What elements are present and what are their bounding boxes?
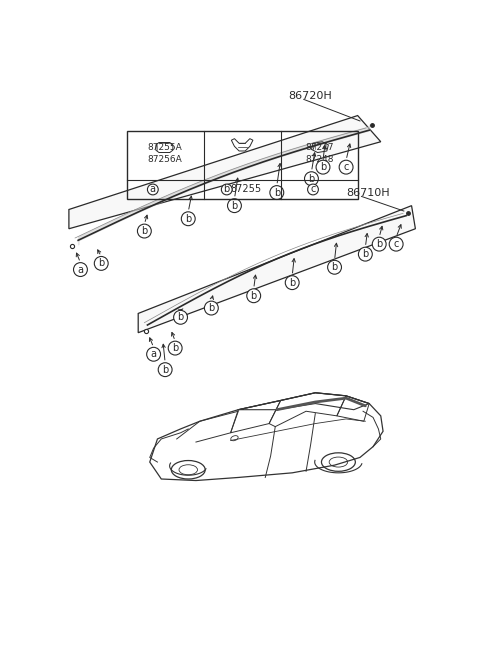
Circle shape [389,237,403,251]
Circle shape [270,185,284,200]
Circle shape [73,263,87,276]
Circle shape [94,257,108,271]
Circle shape [174,310,188,324]
Text: b: b [362,249,369,259]
Text: a: a [77,265,84,274]
Circle shape [147,347,160,361]
Polygon shape [69,115,381,229]
Text: b: b [162,365,168,375]
Text: b: b [141,226,147,236]
Text: b: b [289,278,295,288]
Text: c: c [343,162,349,172]
Circle shape [372,237,386,251]
Text: 86710H: 86710H [346,187,390,198]
Text: b: b [320,162,326,172]
Text: c: c [310,185,316,195]
Circle shape [316,160,330,174]
Text: a: a [150,185,156,195]
Text: 87255A
87256A: 87255A 87256A [148,143,182,164]
Text: b: b [224,185,230,195]
Circle shape [304,172,318,185]
Text: b: b [308,174,314,183]
Text: c: c [394,239,399,249]
Text: b: b [172,343,178,353]
Circle shape [137,224,151,238]
Text: b: b [231,200,238,211]
Circle shape [359,247,372,261]
Text: 86720H: 86720H [288,90,332,100]
Text: 87255: 87255 [230,185,262,195]
Circle shape [308,184,318,195]
Circle shape [181,212,195,226]
Text: a: a [151,349,156,359]
Circle shape [339,160,353,174]
Circle shape [328,260,341,274]
Circle shape [168,341,182,355]
Polygon shape [138,206,415,333]
Bar [127,131,358,198]
Text: 87247
87248: 87247 87248 [305,143,334,164]
Text: b: b [274,187,280,198]
Text: b: b [98,259,104,269]
Circle shape [247,289,261,303]
Circle shape [204,301,218,315]
Circle shape [158,363,172,377]
Text: b: b [376,239,383,249]
Text: b: b [178,312,184,322]
Circle shape [147,184,158,195]
Circle shape [228,198,241,213]
Text: b: b [331,262,337,272]
Text: b: b [185,214,192,224]
Circle shape [285,276,299,290]
Text: b: b [251,291,257,301]
Text: b: b [208,303,215,313]
Circle shape [221,184,232,195]
